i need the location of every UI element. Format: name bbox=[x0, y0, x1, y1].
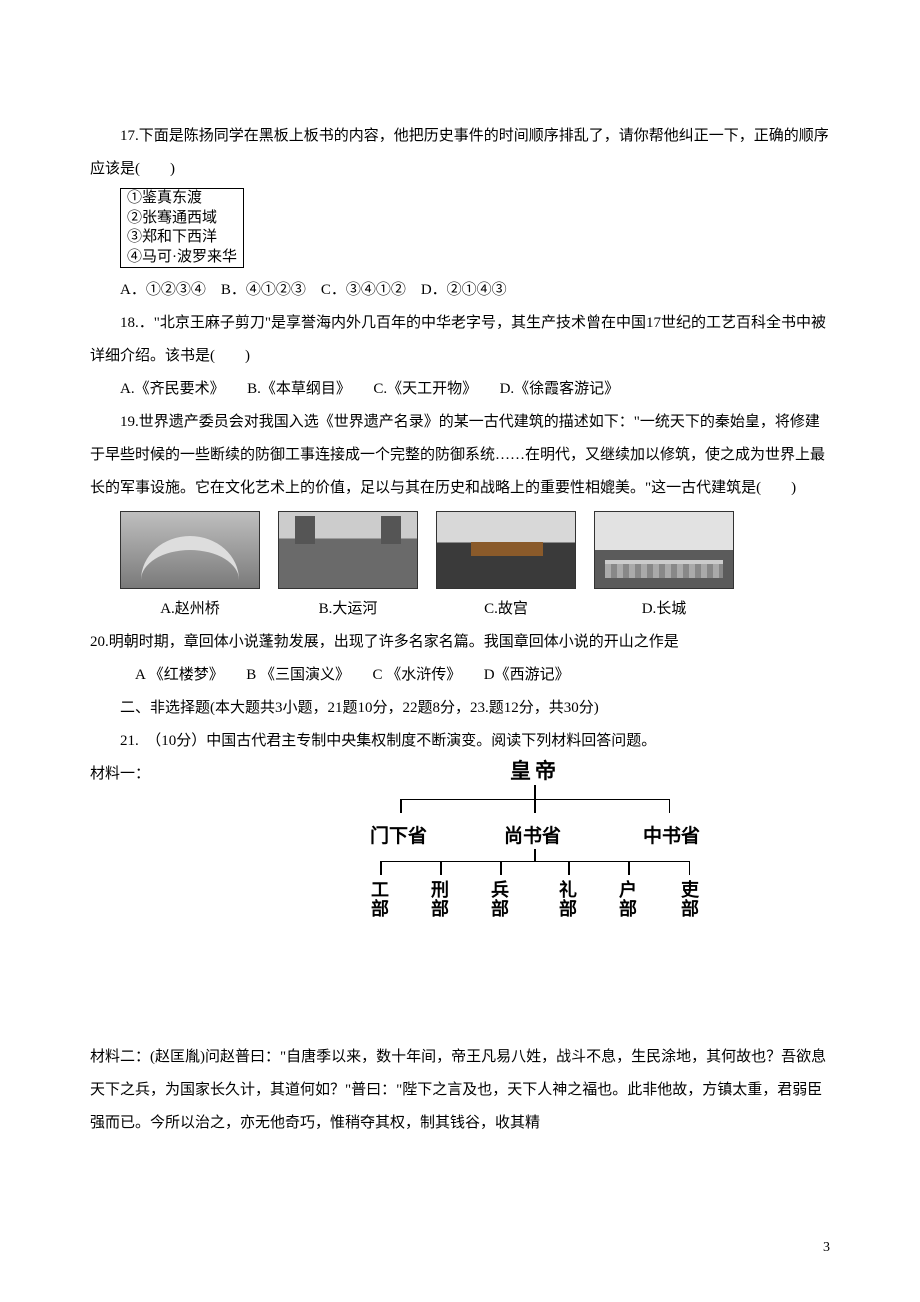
q19-option-c: C.故宫 bbox=[436, 511, 576, 626]
diagram-bu-5: 户部 bbox=[618, 881, 638, 919]
q21-stem: 21. （10分）中国古代君主专制中央集权制度不断演变。阅读下列材料回答问题。 bbox=[90, 725, 830, 758]
material1-label: 材料一： bbox=[90, 758, 170, 791]
org-diagram: 皇帝 门下省 尚书省 中书省 bbox=[370, 758, 700, 931]
q19-thumb-c bbox=[436, 511, 576, 589]
q18-stem: 18.．"北京王麻子剪刀"是享誉海内外几百年的中华老字号，其生产技术曾在中国17… bbox=[90, 307, 830, 373]
diagram-top: 皇帝 bbox=[370, 758, 700, 785]
q20-options: A 《红楼梦》 B 《三国演义》 C 《水浒传》 D《西游记》 bbox=[90, 659, 830, 692]
q19-caption-b: B.大运河 bbox=[319, 593, 378, 626]
q17-stem: 17.下面是陈扬同学在黑板上板书的内容，他把历史事件的时间顺序排乱了，请你帮他纠… bbox=[90, 120, 830, 186]
diagram-bu-2: 刑部 bbox=[430, 881, 450, 919]
q17-event-1: ①鉴真东渡 bbox=[127, 189, 237, 209]
q18-options: A.《齐民要术》 B.《本草纲目》 C.《天工开物》 D.《徐霞客游记》 bbox=[90, 373, 830, 406]
page-number: 3 bbox=[0, 1240, 920, 1256]
q19-caption-c: C.故宫 bbox=[484, 593, 528, 626]
q19-option-d: D.长城 bbox=[594, 511, 734, 626]
q17-event-3: ③郑和下西洋 bbox=[127, 228, 237, 248]
diagram-mid-2: 尚书省 bbox=[504, 827, 561, 846]
q17-event-2: ②张骞通西域 bbox=[127, 209, 237, 229]
q19-caption-d: D.长城 bbox=[642, 593, 687, 626]
diagram-bu-4: 礼部 bbox=[558, 881, 578, 919]
q19-option-b: B.大运河 bbox=[278, 511, 418, 626]
diagram-bu-6: 吏部 bbox=[680, 881, 700, 919]
diagram-bu-1: 工部 bbox=[370, 881, 390, 919]
diagram-mid-3: 中书省 bbox=[643, 827, 700, 846]
q19-image-row: A.赵州桥 B.大运河 C.故宫 D.长城 bbox=[120, 511, 830, 626]
diagram-mid-1: 门下省 bbox=[370, 827, 427, 846]
diagram-bu-3: 兵部 bbox=[490, 881, 510, 919]
q19-thumb-a bbox=[120, 511, 260, 589]
q20-stem: 20.明朝时期，章回体小说蓬勃发展，出现了许多名家名篇。我国章回体小说的开山之作… bbox=[90, 626, 830, 659]
material2-text: 材料二：(赵匡胤)问赵普曰："自唐季以来，数十年间，帝王凡易八姓，战斗不息，生民… bbox=[90, 1041, 830, 1140]
q19-caption-a: A.赵州桥 bbox=[160, 593, 220, 626]
q19-thumb-b bbox=[278, 511, 418, 589]
q17-options: A．①②③④ B．④①②③ C．③④①② D．②①④③ bbox=[90, 274, 830, 307]
q19-option-a: A.赵州桥 bbox=[120, 511, 260, 626]
section2-heading: 二、非选择题(本大题共3小题，21题10分，22题8分，23.题12分，共30分… bbox=[90, 692, 830, 725]
q19-thumb-d bbox=[594, 511, 734, 589]
q19-stem: 19.世界遗产委员会对我国入选《世界遗产名录》的某一古代建筑的描述如下："一统天… bbox=[90, 406, 830, 505]
q17-events-box: ①鉴真东渡 ②张骞通西域 ③郑和下西洋 ④马可·波罗来华 bbox=[120, 188, 244, 268]
q17-event-4: ④马可·波罗来华 bbox=[127, 248, 237, 268]
